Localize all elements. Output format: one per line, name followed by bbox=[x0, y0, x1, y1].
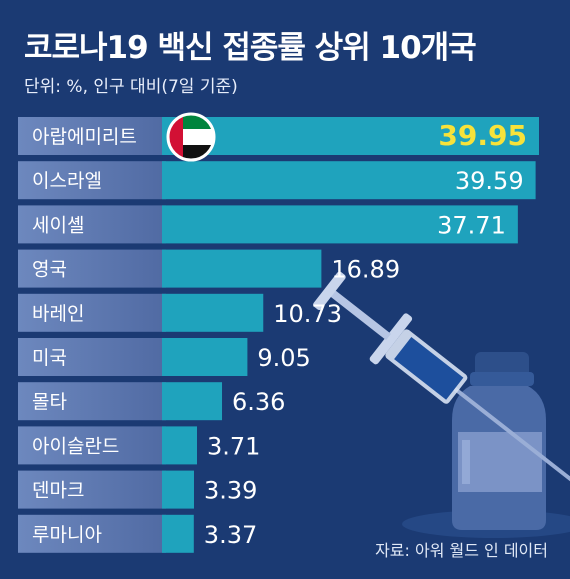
category-label: 미국 bbox=[32, 347, 67, 369]
category-label: 아이슬란드 bbox=[32, 435, 119, 457]
category-panel bbox=[18, 161, 166, 200]
category-panel bbox=[18, 470, 166, 509]
category-label: 이스라엘 bbox=[32, 170, 102, 192]
category-label: 루마니아 bbox=[32, 524, 102, 546]
bar bbox=[162, 249, 322, 288]
category-label: 영국 bbox=[32, 259, 67, 281]
category-label: 아랍에미리트 bbox=[32, 126, 137, 148]
value-label: 39.95 bbox=[438, 119, 527, 152]
chart-subtitle: 단위: %, 인구 대비(7일 기준) bbox=[24, 77, 238, 97]
category-label: 몰타 bbox=[32, 391, 67, 413]
bar bbox=[162, 161, 536, 200]
bar bbox=[162, 514, 194, 553]
value-label: 3.71 bbox=[207, 432, 260, 460]
source-note: 자료: 아워 월드 인 데이터 bbox=[375, 541, 548, 560]
bar bbox=[162, 470, 194, 509]
value-label: 6.36 bbox=[232, 388, 285, 416]
value-label: 3.39 bbox=[204, 477, 257, 505]
category-label: 덴마크 bbox=[32, 480, 84, 502]
vaccine-illustration bbox=[313, 271, 570, 538]
category-panel bbox=[18, 338, 166, 376]
category-panel bbox=[18, 205, 166, 244]
category-label: 세이셸 bbox=[32, 214, 84, 236]
value-label: 39.59 bbox=[455, 167, 524, 195]
value-label: 16.89 bbox=[331, 256, 400, 284]
value-label: 3.37 bbox=[204, 521, 257, 549]
bar bbox=[162, 382, 223, 421]
bar bbox=[162, 426, 198, 465]
bar bbox=[162, 117, 539, 155]
bar bbox=[162, 205, 518, 244]
uae-flag-icon bbox=[166, 112, 216, 162]
bar bbox=[162, 293, 264, 332]
chart-title: 코로나19 백신 접종률 상위 10개국 bbox=[24, 30, 477, 66]
value-label: 9.05 bbox=[257, 344, 310, 372]
category-panel bbox=[18, 382, 166, 421]
value-label: 10.73 bbox=[273, 300, 342, 328]
category-panel bbox=[18, 426, 166, 465]
vaccine-vial-icon bbox=[402, 352, 570, 538]
category-panel bbox=[18, 514, 166, 553]
category-panel bbox=[18, 117, 166, 155]
category-panel bbox=[18, 249, 166, 288]
category-label: 바레인 bbox=[32, 303, 84, 325]
category-panel bbox=[18, 293, 166, 332]
syringe-icon bbox=[313, 271, 570, 492]
bar bbox=[162, 338, 248, 376]
value-label: 37.71 bbox=[437, 211, 506, 239]
